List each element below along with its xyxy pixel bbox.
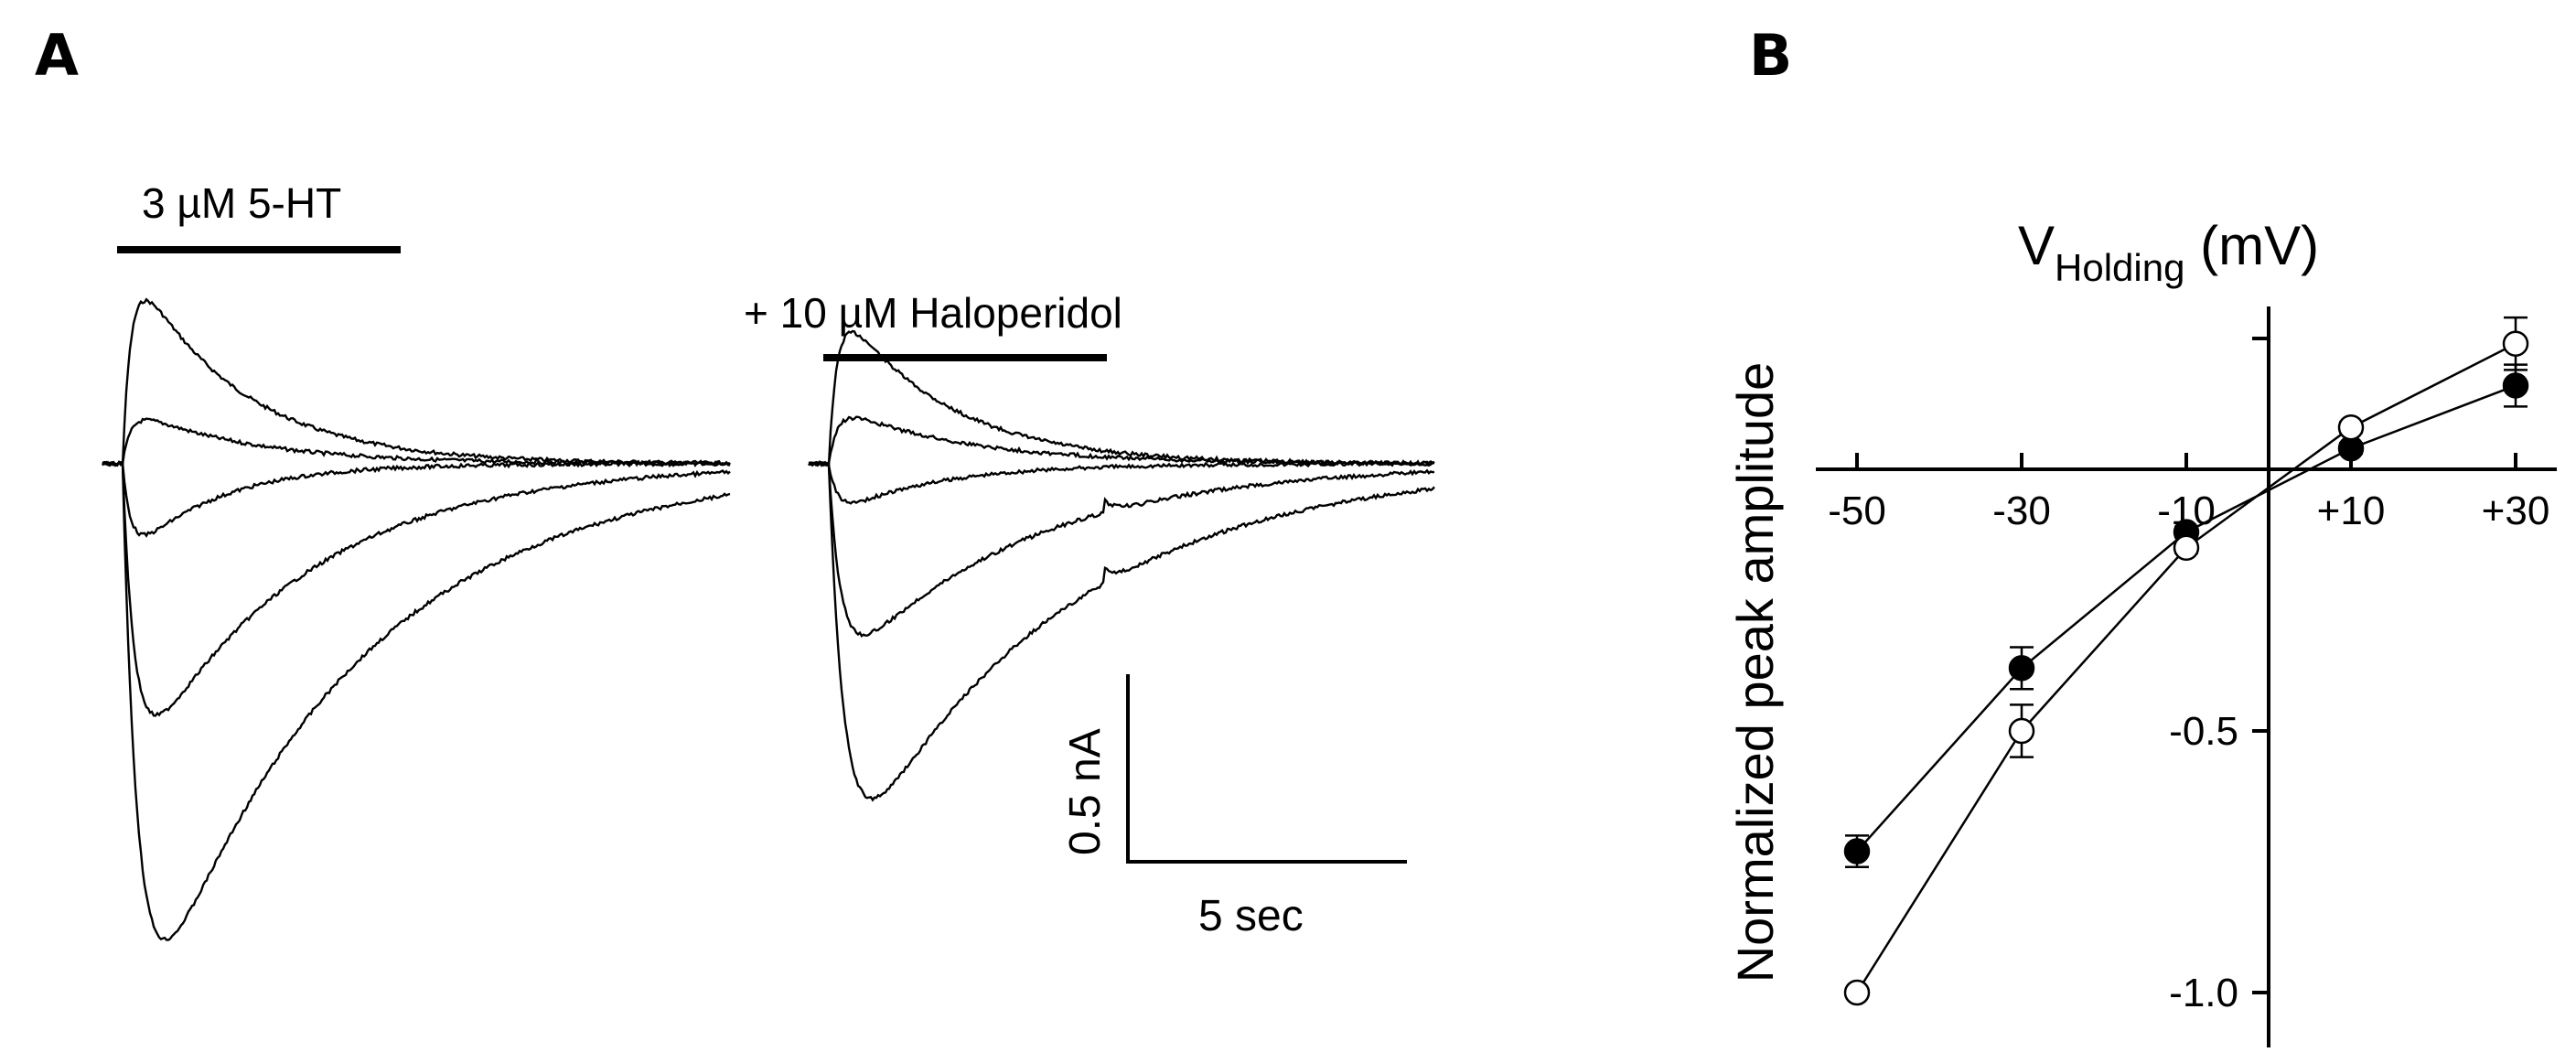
scale-bar (1126, 674, 1407, 864)
y-tick-label: -0.5 (2169, 709, 2238, 754)
axes: -50 -30 -10 +10 +30-0.5-1.0 (1816, 306, 2557, 1047)
current-trace (102, 417, 731, 467)
current-trace (808, 329, 1435, 467)
open-point (2337, 413, 2365, 441)
haloperidol-traces (808, 329, 1435, 802)
current-trace (102, 459, 731, 717)
x-axis-title-unit: (mV) (2184, 215, 2319, 276)
scale-bar-current-label: 0.5 nA (1061, 728, 1110, 855)
current-trace (808, 461, 1435, 802)
x-tick-label: -30 (1992, 489, 2051, 533)
x-tick-label: -50 (1828, 489, 1886, 533)
series-line (1855, 342, 2517, 993)
current-trace (808, 461, 1435, 638)
current-trace (808, 459, 1435, 505)
filled-point (2008, 655, 2035, 682)
panel-a-label: A (35, 22, 79, 89)
scale-bar-time-label: 5 sec (1198, 892, 1304, 940)
control-traces (101, 297, 731, 941)
open-point (2173, 534, 2200, 562)
open-point (2008, 717, 2035, 745)
filled-point (2502, 372, 2529, 399)
haloperidol-label: + 10 µM Haloperidol (744, 289, 1122, 337)
data-series (1843, 316, 2529, 1006)
open-point (2502, 330, 2529, 357)
control-drug-label: 3 µM 5-HT (142, 179, 341, 227)
filled-point (1843, 838, 1871, 864)
current-trace (101, 460, 731, 941)
y-tick-label: -1.0 (2169, 971, 2238, 1015)
iv-chart: VHolding (mV) Normalized peak amplitude … (1726, 215, 2557, 1047)
x-axis-title-subscript: Holding (2055, 246, 2184, 289)
current-trace (808, 415, 1435, 467)
panel-a: 3 µM 5-HT + 10 µM Haloperidol 0.5 nA 5 s… (101, 179, 1435, 941)
x-tick-label: +10 (2317, 489, 2386, 533)
current-trace (102, 460, 731, 538)
current-trace (102, 297, 731, 467)
open-point (1843, 979, 1871, 1006)
x-axis-title-v: V (2018, 215, 2055, 276)
x-tick-label: +30 (2482, 489, 2550, 533)
y-axis-title: Normalized peak amplitude (1726, 362, 1784, 983)
x-axis-title: VHolding (mV) (2018, 215, 2319, 289)
panel-b-label: B (1749, 22, 1792, 89)
